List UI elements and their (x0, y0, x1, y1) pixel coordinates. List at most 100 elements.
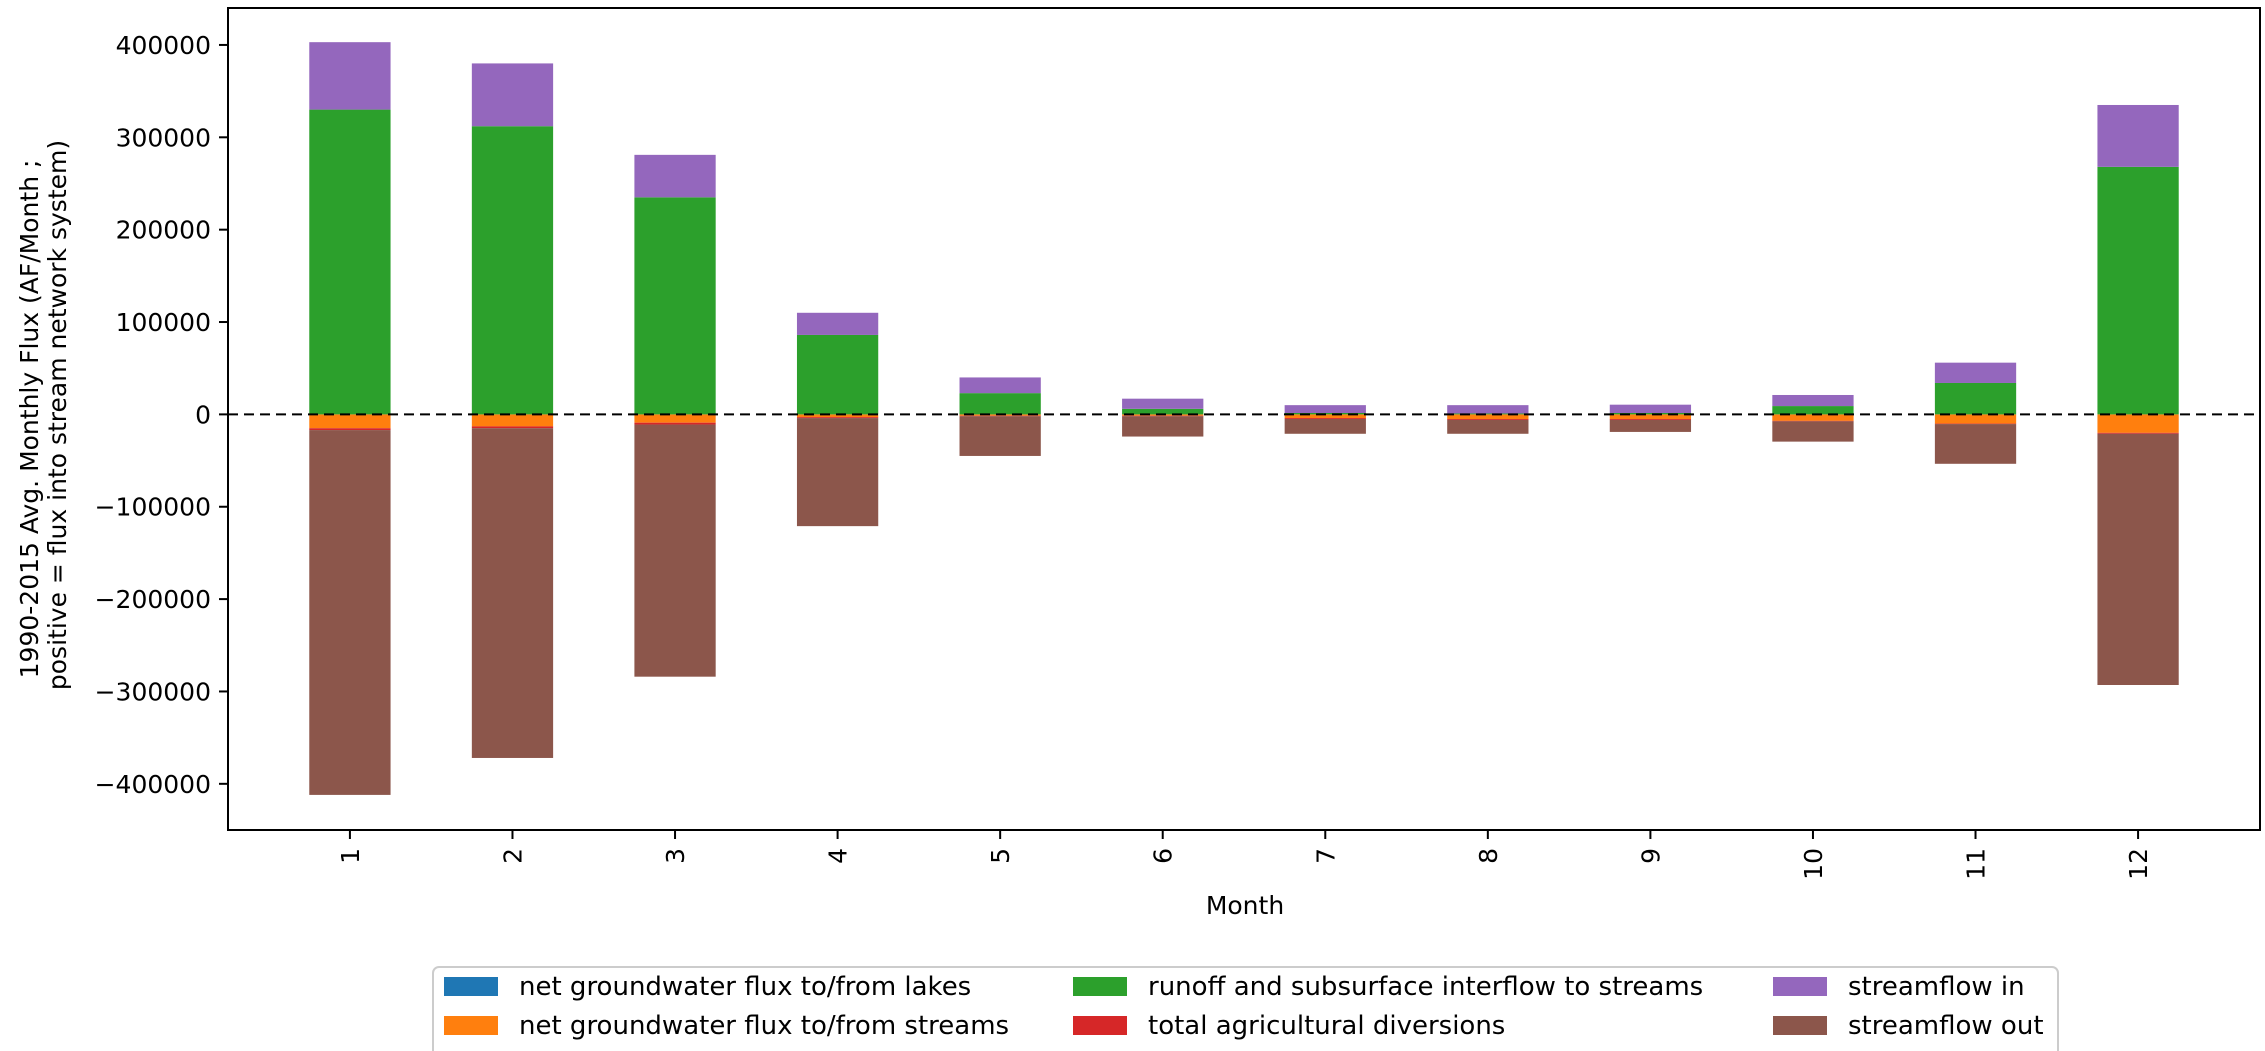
y-axis-label-line-2: positive = flux into stream network syst… (43, 140, 72, 690)
bar-segment-month-6-series-4 (1122, 398, 1204, 409)
bar-segment-month-2-series-4 (471, 63, 554, 127)
bar-segment-month-6-series-2 (1122, 408, 1204, 415)
bar-segment-month-1-series-4 (309, 42, 391, 110)
bar-segment-month-7-series-4 (1284, 405, 1366, 413)
x-tick-label: 1 (336, 848, 365, 864)
bar-segment-month-12-series-5 (2097, 433, 2179, 685)
bar-segment-month-4-series-1 (796, 414, 879, 418)
y-axis: 400000 300000 200000 100000 0 −100000 −200000 −… (95, 31, 228, 799)
legend-label: streamflow out (1848, 1011, 2044, 1041)
x-tick-label: 12 (2124, 848, 2153, 880)
bar-segment-month-4-series-3 (796, 417, 879, 419)
bar-segment-month-4-series-5 (796, 418, 879, 527)
bar-segment-month-6-series-5 (1122, 416, 1204, 437)
y-tick-label: 200000 (116, 216, 211, 245)
x-tick-label: 9 (1636, 848, 1665, 864)
legend-label: net groundwater flux to/from lakes (519, 972, 971, 1002)
x-axis-label: Month (1206, 891, 1284, 920)
plot-area-frame (227, 7, 2261, 831)
legend-label: total agricultural diversions (1148, 1011, 1505, 1041)
legend-swatch (1073, 1016, 1127, 1035)
x-tick-label: 11 (1962, 848, 1991, 880)
bar-segment-month-12-series-4 (2097, 104, 2179, 167)
bar-segment-month-11-series-3 (1934, 423, 2017, 425)
bar-segment-month-1-series-2 (309, 109, 391, 415)
bar-segment-month-10-series-3 (1772, 420, 1854, 422)
legend-label: runoff and subsurface interflow to strea… (1148, 972, 1703, 1002)
bar-segment-month-3-series-1 (634, 414, 716, 423)
bar-segment-month-8-series-5 (1447, 419, 1529, 434)
bar-segment-month-9-series-1 (1609, 414, 1692, 419)
bar-segment-month-9-series-3 (1609, 419, 1692, 420)
bar-segment-month-7-series-1 (1284, 414, 1366, 419)
bar-segment-month-10-series-5 (1772, 421, 1854, 442)
bar-segment-month-5-series-5 (959, 416, 1041, 456)
legend-box (432, 966, 2059, 1051)
bar-segment-month-3-series-2 (634, 197, 716, 415)
x-tick-label: 2 (498, 848, 527, 864)
bar-segment-month-5-series-4 (959, 377, 1041, 394)
y-tick-label: 400000 (116, 31, 211, 60)
x-tick-label: 4 (824, 848, 853, 864)
x-tick-label: 7 (1311, 848, 1340, 864)
x-axis: 1 2 3 4 5 6 7 8 9 10 11 12 (336, 830, 2153, 880)
bar-segment-month-3-series-4 (634, 154, 716, 198)
bar-segment-month-8-series-3 (1447, 419, 1529, 420)
y-tick-label: 0 (195, 400, 211, 429)
x-tick-label: 10 (1799, 848, 1828, 880)
bar-segment-month-5-series-2 (959, 393, 1041, 415)
bar-segment-month-9-series-2 (1609, 412, 1692, 415)
legend-label: streamflow in (1848, 972, 2025, 1002)
legend: net groundwater flux to/from lakes net gr… (432, 966, 2059, 1051)
y-tick-label: −400000 (95, 770, 211, 799)
y-axis-label-line-1: 1990-2015 Avg. Monthly Flux (AF/Month ; (15, 160, 44, 679)
bar-segment-month-5-series-3 (959, 415, 1041, 417)
bar-segment-month-1-series-3 (309, 428, 391, 431)
bar-segment-month-12-series-1 (2097, 414, 2179, 433)
bar-segment-month-12-series-2 (2097, 166, 2179, 415)
legend-swatch (1073, 977, 1127, 996)
y-tick-label: −200000 (95, 585, 211, 614)
x-tick-label: 8 (1474, 848, 1503, 864)
bar-segment-month-11-series-2 (1934, 382, 2017, 415)
legend-swatch (444, 1016, 498, 1035)
bar-segment-month-11-series-1 (1934, 414, 2017, 424)
bar-segment-month-8-series-2 (1447, 413, 1529, 415)
bar-segment-month-3-series-3 (634, 422, 716, 425)
x-tick-label: 5 (986, 848, 1015, 864)
y-axis-label: 1990-2015 Avg. Monthly Flux (AF/Month ; … (15, 140, 72, 690)
bar-segment-month-6-series-3 (1122, 415, 1204, 417)
bar-segment-month-10-series-2 (1772, 406, 1854, 415)
bar-segment-month-8-series-1 (1447, 414, 1529, 419)
bar-segment-month-9-series-5 (1609, 419, 1692, 432)
bar-segment-month-2-series-3 (471, 426, 554, 429)
bar-segment-month-4-series-4 (796, 312, 879, 335)
bar-segment-month-12-series-3 (2097, 432, 2179, 434)
y-tick-label: −300000 (95, 677, 211, 706)
legend-swatch (1773, 977, 1827, 996)
bar-segment-month-1-series-5 (309, 430, 391, 795)
bar-segment-month-2-series-1 (471, 414, 554, 427)
legend-swatch (1773, 1016, 1827, 1035)
x-tick-label: 3 (661, 848, 690, 864)
bar-segment-month-2-series-2 (471, 126, 554, 415)
bar-segment-month-11-series-4 (1934, 362, 2017, 383)
bar-segment-month-9-series-4 (1609, 404, 1692, 413)
bar-segment-month-10-series-4 (1772, 394, 1854, 407)
y-tick-label: 100000 (116, 308, 211, 337)
bar-segment-month-7-series-3 (1284, 418, 1366, 419)
y-tick-label: 300000 (116, 123, 211, 152)
y-tick-label: −100000 (95, 493, 211, 522)
bar-segment-month-8-series-4 (1447, 405, 1529, 414)
bar-segment-month-10-series-1 (1772, 414, 1854, 421)
legend-swatch (444, 977, 498, 996)
legend-label: net groundwater flux to/from streams (519, 1011, 1009, 1041)
bars-layer (309, 42, 2179, 795)
bar-segment-month-7-series-5 (1284, 419, 1366, 434)
x-tick-label: 6 (1149, 848, 1178, 864)
bar-segment-month-1-series-1 (309, 414, 391, 429)
bar-segment-month-2-series-5 (471, 428, 554, 758)
bar-segment-month-11-series-5 (1934, 424, 2017, 464)
bar-segment-month-4-series-2 (796, 334, 879, 415)
